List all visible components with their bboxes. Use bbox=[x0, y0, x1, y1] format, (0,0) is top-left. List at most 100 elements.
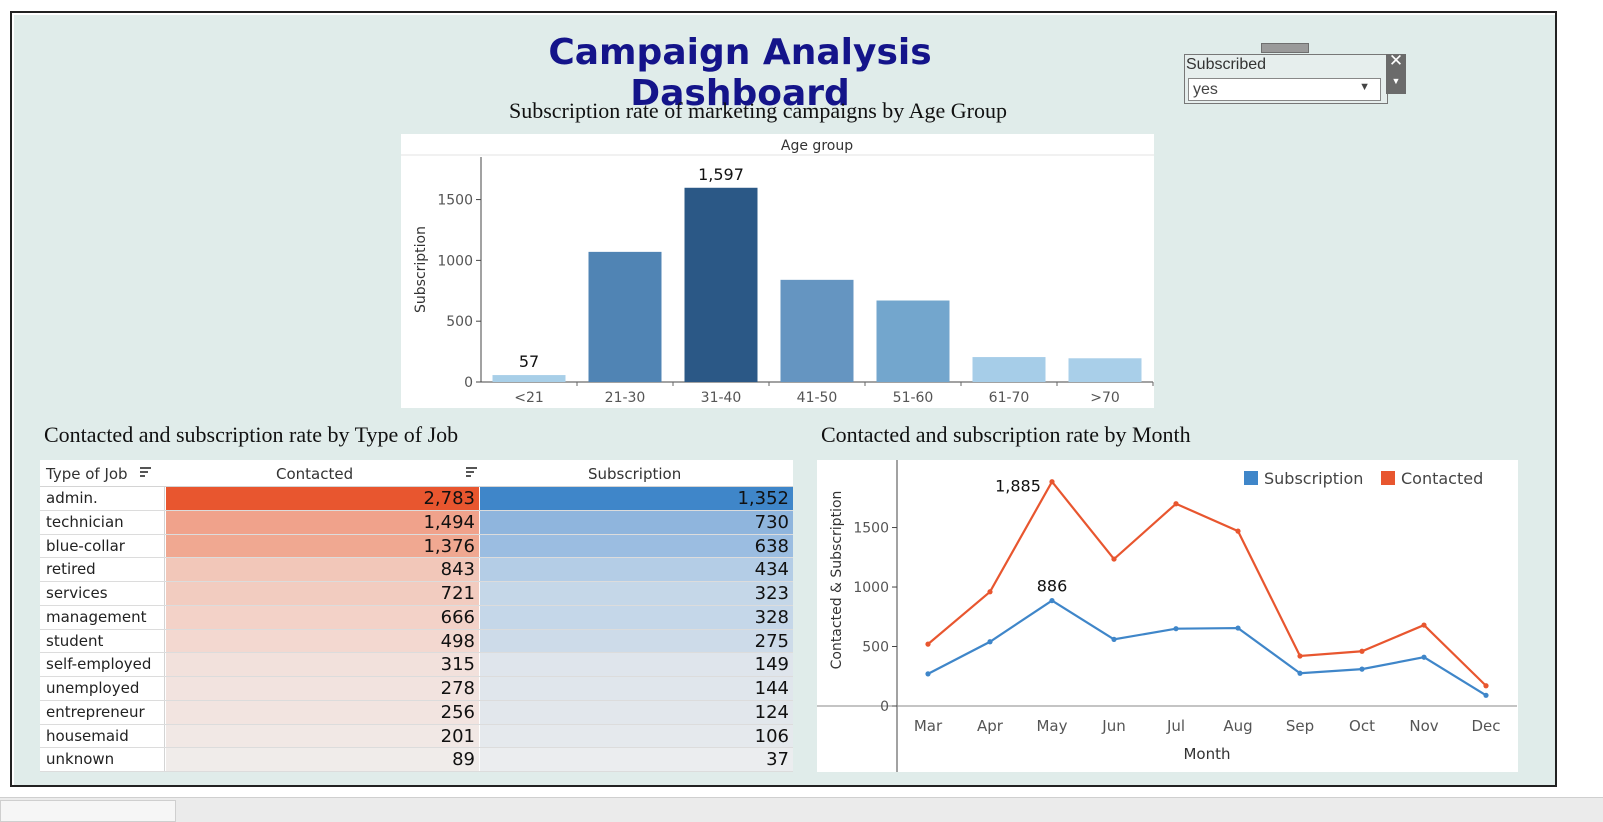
x-tick-label: 21-30 bbox=[605, 390, 646, 406]
subscription-cell: 124 bbox=[480, 700, 793, 724]
x-tick-label: <21 bbox=[514, 390, 544, 406]
job-cell: unemployed bbox=[40, 677, 165, 700]
subscription-cell: 323 bbox=[480, 582, 793, 605]
bar->70 bbox=[1068, 358, 1142, 382]
age-chart-panel: Age group 0 500 1000 1500 Subscription <21 57 21… bbox=[401, 134, 1154, 408]
job-cell: entrepreneur bbox=[40, 700, 165, 724]
month-chart-title: Contacted and subscription rate by Month bbox=[821, 422, 1191, 447]
job-cell: unknown bbox=[40, 748, 165, 771]
legend-swatch bbox=[1381, 471, 1395, 485]
sheet-tab-bar bbox=[0, 797, 1603, 822]
job-cell: technician bbox=[40, 510, 165, 534]
y-tick-label: 1000 bbox=[853, 580, 889, 596]
series-point-subscription bbox=[1421, 654, 1427, 660]
bar-21-30 bbox=[588, 251, 662, 382]
filter-drag-handle[interactable] bbox=[1261, 43, 1309, 53]
subscription-cell: 37 bbox=[480, 748, 793, 771]
legend-item-subscription[interactable]: Subscription bbox=[1244, 469, 1363, 488]
contacted-cell: 278 bbox=[166, 677, 479, 700]
subscription-cell: 730 bbox=[480, 510, 793, 534]
table-row[interactable]: unemployed 278 144 bbox=[40, 677, 793, 701]
x-tick-label: Aug bbox=[1223, 717, 1252, 735]
series-point-subscription bbox=[987, 639, 993, 645]
subscribed-select[interactable]: yes ▼ bbox=[1188, 78, 1381, 101]
contacted-cell: 666 bbox=[166, 605, 479, 629]
x-tick-label: Sep bbox=[1286, 717, 1314, 735]
bar-data-label: 1,597 bbox=[698, 165, 744, 184]
table-row[interactable]: unknown 89 37 bbox=[40, 748, 793, 772]
job-cell: student bbox=[40, 629, 165, 653]
y-tick-label: 500 bbox=[446, 314, 473, 330]
contacted-cell: 1,376 bbox=[166, 534, 479, 558]
x-tick-label: Mar bbox=[914, 717, 943, 735]
filter-label: Subscribed bbox=[1186, 56, 1267, 73]
series-line-contacted bbox=[927, 479, 1487, 687]
series-point-contacted bbox=[987, 589, 993, 595]
bar-<21 bbox=[492, 375, 566, 382]
series-point-contacted bbox=[925, 641, 931, 647]
job-cell: services bbox=[40, 582, 165, 605]
subscription-cell: 434 bbox=[480, 558, 793, 581]
x-tick-label: Jul bbox=[1166, 717, 1185, 735]
series-point-contacted bbox=[1483, 683, 1489, 689]
job-cell: retired bbox=[40, 558, 165, 581]
header-contacted[interactable]: Contacted bbox=[276, 465, 354, 483]
bar-data-label: 57 bbox=[519, 352, 539, 371]
contacted-cell: 315 bbox=[166, 653, 479, 676]
table-row[interactable]: admin. 2,783 1,352 bbox=[40, 487, 793, 511]
job-cell: management bbox=[40, 605, 165, 629]
contacted-cell: 256 bbox=[166, 700, 479, 724]
age-chart-title: Subscription rate of marketing campaigns… bbox=[509, 98, 1007, 123]
contacted-cell: 498 bbox=[166, 629, 479, 653]
legend-swatch bbox=[1244, 471, 1258, 485]
month-line-chart: 0 500 1000 1500 Contacted & Subscription Mar A… bbox=[817, 460, 1517, 772]
legend-label: Subscription bbox=[1264, 469, 1364, 488]
x-tick-label: Apr bbox=[977, 717, 1004, 735]
close-icon[interactable]: ✕ bbox=[1388, 51, 1404, 70]
contacted-cell: 721 bbox=[166, 582, 479, 605]
series-point-contacted bbox=[1235, 528, 1241, 534]
contacted-cell: 843 bbox=[166, 558, 479, 581]
x-tick-label: Oct bbox=[1349, 717, 1375, 735]
series-point-contacted bbox=[1421, 622, 1427, 628]
subscription-cell: 275 bbox=[480, 629, 793, 653]
table-row[interactable]: housemaid 201 106 bbox=[40, 724, 793, 749]
bar-31-40 bbox=[684, 187, 758, 382]
legend-label: Contacted bbox=[1401, 469, 1484, 488]
table-row[interactable]: technician 1,494 730 bbox=[40, 510, 793, 535]
sort-icon[interactable] bbox=[466, 467, 477, 479]
table-row[interactable]: blue-collar 1,376 638 bbox=[40, 534, 793, 559]
legend-item-contacted[interactable]: Contacted bbox=[1381, 469, 1483, 488]
age-group-header: Age group bbox=[781, 138, 853, 154]
job-cell: housemaid bbox=[40, 724, 165, 748]
series-point-contacted bbox=[1111, 556, 1117, 562]
age-bar-chart: Age group 0 500 1000 1500 Subscription <21 57 21… bbox=[401, 134, 1154, 406]
x-tick-label: 31-40 bbox=[701, 390, 742, 406]
table-row[interactable]: management 666 328 bbox=[40, 605, 793, 630]
table-row[interactable]: entrepreneur 256 124 bbox=[40, 700, 793, 725]
job-cell: self-employed bbox=[40, 653, 165, 676]
series-point-contacted bbox=[1173, 501, 1179, 507]
subscription-cell: 144 bbox=[480, 677, 793, 700]
table-row[interactable]: services 721 323 bbox=[40, 582, 793, 606]
header-subscription[interactable]: Subscription bbox=[588, 465, 682, 483]
table-row[interactable]: retired 843 434 bbox=[40, 558, 793, 582]
age-group-header-bg bbox=[401, 134, 1154, 155]
series-point-subscription bbox=[1173, 626, 1179, 632]
table-row[interactable]: student 498 275 bbox=[40, 629, 793, 654]
series-point-subscription bbox=[1235, 625, 1241, 631]
x-axis-label: Month bbox=[1183, 745, 1230, 763]
sort-icon[interactable] bbox=[140, 467, 151, 479]
sheet-tab[interactable] bbox=[0, 800, 176, 822]
line-data-label: 1,885 bbox=[995, 477, 1041, 496]
y-tick-label: 1500 bbox=[437, 193, 473, 209]
x-tick-label: Dec bbox=[1471, 717, 1500, 735]
y-tick-label: 500 bbox=[862, 640, 889, 656]
subscription-cell: 149 bbox=[480, 653, 793, 676]
x-tick-label: >70 bbox=[1090, 390, 1120, 406]
caret-down-icon[interactable]: ▼ bbox=[1391, 76, 1401, 86]
header-type-of-job[interactable]: Type of Job bbox=[46, 465, 128, 483]
series-point-subscription bbox=[1111, 636, 1117, 642]
job-table: Type of Job Contacted Subscription admin… bbox=[40, 460, 793, 772]
table-row[interactable]: self-employed 315 149 bbox=[40, 653, 793, 677]
